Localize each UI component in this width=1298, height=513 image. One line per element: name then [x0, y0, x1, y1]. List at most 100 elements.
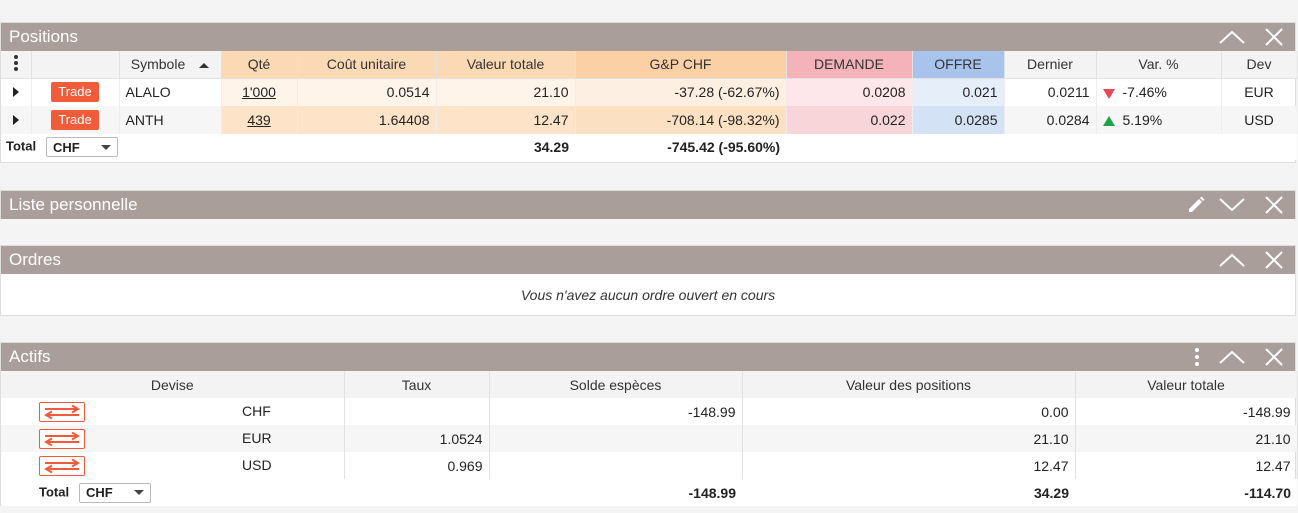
expand-row-icon[interactable]	[12, 115, 19, 125]
valtot-cell: 21.10	[1075, 425, 1298, 452]
solde-cell: -148.99	[489, 398, 743, 425]
more-vertical-icon	[13, 54, 18, 71]
expand-icon[interactable]	[1211, 191, 1253, 219]
col-dernier[interactable]: Dernier	[1004, 51, 1097, 79]
col-devise[interactable]: Devise	[1, 371, 345, 398]
total-valtot: -114.70	[1075, 479, 1297, 506]
col-gp[interactable]: G&P CHF	[575, 51, 787, 79]
sort-asc-icon	[199, 63, 210, 69]
table-row: EUR 1.0524 21.10 21.10	[1, 425, 1298, 452]
total-solde: -148.99	[489, 479, 742, 506]
quantity-link[interactable]: 439	[247, 112, 271, 128]
liste-title: Liste personnelle	[9, 195, 138, 214]
liste-panel: Liste personnelle	[0, 190, 1296, 219]
valpos-cell: 12.47	[742, 452, 1076, 479]
col-qte[interactable]: Qté	[221, 51, 298, 79]
collapse-icon[interactable]	[1211, 246, 1253, 274]
exchange-button[interactable]	[39, 401, 85, 422]
table-row: Trade ALALO 1'000 0.0514 21.10 -37.28 (-…	[1, 78, 1298, 106]
ordres-panel: Ordres Vous n'avez aucun ordre ouvert en…	[0, 245, 1296, 316]
edit-icon[interactable]	[1181, 191, 1211, 219]
exchange-arrows-icon	[44, 458, 80, 473]
col-symbole[interactable]: Symbole	[119, 51, 222, 79]
solde-cell	[489, 452, 743, 479]
valeur-cell: 21.10	[436, 78, 576, 106]
col-valeur[interactable]: Valeur totale	[436, 51, 576, 79]
col-var[interactable]: Var. %	[1096, 51, 1222, 79]
col-offre[interactable]: OFFRE	[912, 51, 1005, 79]
exchange-button[interactable]	[39, 455, 85, 476]
col-valtot[interactable]: Valeur totale	[1075, 371, 1298, 398]
col-solde[interactable]: Solde espèces	[489, 371, 743, 398]
total-row: Total CHF 34.29 -745.42 (-95.60%)	[1, 134, 1297, 160]
down-arrow-icon	[1102, 88, 1115, 99]
var-cell: -7.46%	[1096, 78, 1222, 106]
trade-button[interactable]: Trade	[51, 110, 99, 130]
trade-button[interactable]: Trade	[51, 82, 99, 103]
currency-select[interactable]: CHF	[45, 137, 118, 157]
table-row: Trade ANTH 439 1.64408 12.47 -708.14 (-9…	[1, 106, 1298, 134]
close-icon[interactable]	[1253, 343, 1295, 371]
valpos-cell: 21.10	[742, 425, 1076, 452]
dernier-cell: 0.0284	[1004, 106, 1097, 134]
col-dev[interactable]: Dev	[1221, 51, 1298, 79]
actifs-panel: Actifs Devise Taux Solde espèces Valeur …	[0, 342, 1298, 506]
total-row: Total CHF -148.99 34.29 -114.70	[1, 479, 1297, 506]
offre-cell: 0.0285	[912, 106, 1005, 134]
actifs-header: Actifs	[1, 343, 1295, 371]
cout-cell: 1.64408	[297, 106, 437, 134]
gp-cell: -708.14 (-98.32%)	[575, 106, 787, 134]
expand-row-icon[interactable]	[12, 87, 19, 98]
close-icon[interactable]	[1253, 23, 1295, 51]
taux-cell	[344, 398, 490, 425]
col-taux[interactable]: Taux	[344, 371, 490, 398]
dev-cell: USD	[1221, 106, 1298, 134]
positions-panel: Positions Symbole Qté Coût unitai	[0, 22, 1298, 163]
demande-cell: 0.0208	[786, 78, 913, 106]
total-valpos: 34.29	[742, 479, 1075, 506]
chevron-down-icon	[100, 144, 111, 150]
positions-table: Symbole Qté Coût unitaire Valeur totale …	[1, 51, 1298, 160]
taux-cell: 0.969	[344, 452, 490, 479]
currency-select[interactable]: CHF	[78, 482, 151, 503]
col-valpos[interactable]: Valeur des positions	[742, 371, 1076, 398]
devise-cell: EUR	[242, 430, 272, 446]
col-demande[interactable]: DEMANDE	[786, 51, 913, 79]
table-row: USD 0.969 12.47 12.47	[1, 452, 1298, 479]
gp-cell: -37.28 (-62.67%)	[575, 78, 787, 106]
solde-cell	[489, 425, 743, 452]
empty-orders-message: Vous n'avez aucun ordre ouvert en cours	[520, 287, 776, 303]
table-row: CHF -148.99 0.00 -148.99	[1, 398, 1298, 425]
valeur-cell: 12.47	[436, 106, 576, 134]
exchange-arrows-icon	[44, 404, 80, 419]
actifs-table: Devise Taux Solde espèces Valeur des pos…	[1, 371, 1298, 506]
collapse-icon[interactable]	[1211, 343, 1253, 371]
total-label: Total	[6, 138, 37, 154]
total-valeur: 34.29	[436, 134, 575, 160]
positions-header: Positions	[1, 23, 1295, 51]
cout-cell: 0.0514	[297, 78, 437, 106]
positions-title: Positions	[9, 27, 78, 46]
exchange-button[interactable]	[39, 428, 85, 449]
demande-cell: 0.022	[786, 106, 913, 134]
ordres-header: Ordres	[1, 246, 1295, 274]
symbol-cell: ALALO	[119, 78, 222, 106]
dernier-cell: 0.0211	[1004, 78, 1097, 106]
close-icon[interactable]	[1253, 191, 1295, 219]
more-vertical-icon[interactable]	[1183, 343, 1211, 371]
quantity-link[interactable]: 1'000	[242, 84, 276, 101]
total-label: Total	[39, 484, 70, 500]
devise-cell: USD	[242, 457, 272, 473]
column-menu[interactable]	[1, 51, 32, 79]
ordres-title: Ordres	[9, 250, 61, 269]
liste-header: Liste personnelle	[1, 191, 1295, 219]
devise-cell: CHF	[242, 403, 271, 419]
close-icon[interactable]	[1253, 246, 1295, 274]
collapse-icon[interactable]	[1211, 23, 1253, 51]
valtot-cell: 12.47	[1075, 452, 1298, 479]
up-arrow-icon	[1102, 116, 1115, 127]
chevron-down-icon	[133, 490, 144, 495]
actifs-title: Actifs	[9, 347, 51, 366]
col-cout[interactable]: Coût unitaire	[297, 51, 437, 79]
taux-cell: 1.0524	[344, 425, 490, 452]
